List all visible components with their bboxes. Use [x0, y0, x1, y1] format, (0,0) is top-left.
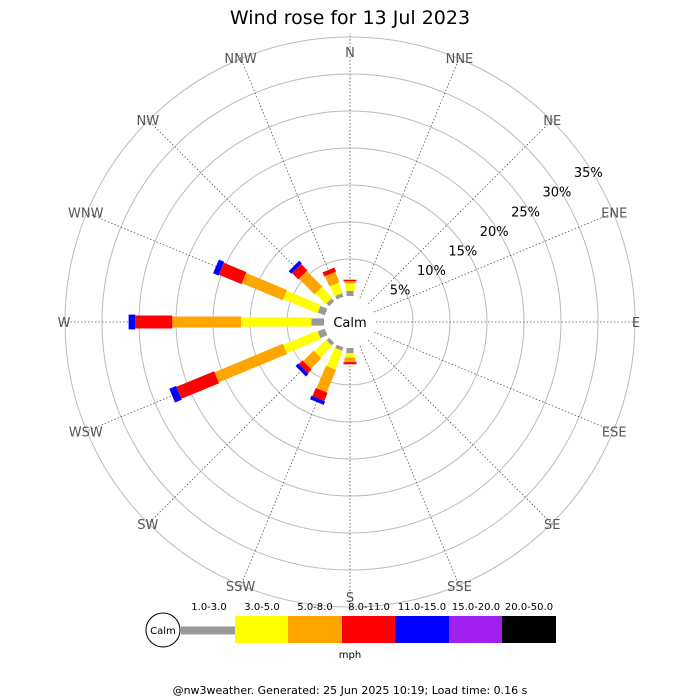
chart-title: Wind rose for 13 Jul 2023 [230, 7, 470, 29]
bar-nw-1.0-3.0 [326, 298, 335, 307]
direction-label-se: SE [544, 518, 560, 533]
calm-label: Calm [333, 316, 366, 331]
direction-label-wsw: WSW [69, 425, 103, 440]
bar-sw-8.0-11.0 [298, 360, 312, 374]
legend-label-15.0-20.0: 15.0-20.0 [452, 602, 500, 613]
bar-w-1.0-3.0 [311, 318, 324, 326]
bar-wsw-3.0-5.0 [283, 330, 321, 354]
direction-label-wnw: WNW [68, 207, 104, 222]
bar-n-3.0-5.0 [345, 283, 355, 291]
legend-label-8.0-11.0: 8.0-11.0 [348, 602, 390, 613]
legend-calm-label: Calm [150, 626, 176, 637]
bar-w-11.0-15.0 [128, 314, 136, 330]
legend-unit: mph [339, 650, 361, 661]
bar-wsw-1.0-3.0 [317, 328, 328, 339]
direction-label-ese: ESE [602, 425, 627, 440]
direction-label-e: E [632, 316, 640, 331]
bar-nnw-8.0-11.0 [322, 267, 337, 277]
ring-label-20: 20% [480, 225, 509, 240]
calm-center: Calm [326, 298, 374, 346]
direction-label-ne: NE [543, 114, 561, 129]
legend-swatch-15.0-20.0 [449, 616, 503, 643]
bar-nnw-3.0-5.0 [330, 282, 343, 297]
bar-n-5.0-8.0 [344, 281, 356, 284]
bar-s-1.0-3.0 [346, 348, 354, 354]
legend-swatch-5.0-8.0 [288, 616, 342, 643]
bar-wnw-1.0-3.0 [317, 305, 328, 316]
ring-label-25: 25% [511, 205, 540, 220]
ring-labels: 5% 10%15%20%25%30%35% [390, 166, 603, 299]
bar-ssw-11.0-15.0 [310, 395, 326, 405]
bar-w-3.0-5.0 [241, 317, 312, 327]
footer-text: @nw3weather. Generated: 25 Jun 2025 10:1… [173, 684, 528, 697]
bar-wsw-8.0-11.0 [176, 371, 220, 399]
legend-swatch-1.0-3.0 [181, 626, 235, 635]
legend-swatch-3.0-5.0 [235, 616, 289, 643]
bar-n-8.0-11.0 [343, 279, 357, 282]
bar-wnw-8.0-11.0 [218, 262, 247, 285]
direction-label-sse: SSE [447, 580, 472, 595]
direction-label-sw: SW [137, 518, 158, 533]
direction-labels: N NNE NE ENE E ESE SE SSE S SSW SW WSW W WNW NW NNW [58, 46, 641, 606]
direction-label-ene: ENE [601, 207, 627, 222]
bar-ssw-3.0-5.0 [326, 347, 343, 370]
bar-nw-11.0-15.0 [288, 260, 302, 274]
bar-wnw-3.0-5.0 [283, 290, 321, 314]
legend-label-5.0-8.0: 5.0-8.0 [297, 602, 332, 613]
direction-label-nnw: NNW [224, 52, 256, 67]
bar-nnw-5.0-8.0 [325, 271, 340, 287]
bar-ssw-5.0-8.0 [316, 365, 337, 393]
bar-nw-5.0-8.0 [298, 270, 323, 295]
direction-label-nw: NW [136, 114, 159, 129]
bar-w-8.0-11.0 [135, 315, 173, 329]
ring-label-5: 5% [390, 284, 411, 299]
bar-sw-3.0-5.0 [314, 339, 333, 358]
bar-s-3.0-5.0 [345, 353, 355, 358]
bar-ssw-8.0-11.0 [312, 388, 328, 402]
bar-w-5.0-8.0 [172, 316, 242, 328]
bar-wsw-5.0-8.0 [214, 343, 288, 383]
bar-n-1.0-3.0 [346, 290, 354, 296]
ring-label-10: 10% [417, 264, 446, 279]
bar-sw-1.0-3.0 [326, 337, 335, 346]
wind-bars [128, 259, 357, 405]
bar-sw-5.0-8.0 [303, 350, 322, 369]
legend-label-3.0-5.0: 3.0-5.0 [244, 602, 279, 613]
ring-label-30: 30% [542, 186, 571, 201]
legend-label-1.0-3.0: 1.0-3.0 [191, 602, 226, 613]
bar-ssw-1.0-3.0 [335, 344, 344, 351]
bar-s-5.0-8.0 [344, 357, 356, 363]
legend-swatch-8.0-11.0 [342, 616, 396, 643]
legend: Calm 1.0-3.0 3.0-5.0 5.0-8.0 8.0-11.0 11.0-15… [145, 602, 556, 648]
bar-wsw-11.0-15.0 [169, 386, 182, 403]
direction-label-s: S [346, 591, 354, 606]
bar-s-8.0-11.0 [343, 362, 357, 365]
direction-label-n: N [345, 46, 355, 61]
bar-nw-8.0-11.0 [292, 264, 308, 280]
legend-label-11.0-15.0: 11.0-15.0 [398, 602, 446, 613]
direction-label-ssw: SSW [226, 580, 256, 595]
bar-nnw-1.0-3.0 [335, 293, 344, 300]
direction-label-nne: NNE [446, 52, 474, 67]
legend-swatch-11.0-15.0 [395, 616, 449, 643]
direction-label-w: W [58, 316, 71, 331]
ring-label-15: 15% [448, 245, 477, 260]
bar-wnw-11.0-15.0 [213, 259, 225, 276]
legend-swatch-20.0-50.0 [502, 616, 556, 643]
bar-sw-11.0-15.0 [295, 363, 309, 377]
legend-calm-circle [145, 612, 181, 648]
ring-label-35: 35% [574, 166, 603, 181]
bar-wnw-5.0-8.0 [241, 273, 288, 301]
calm-circle [326, 298, 374, 346]
bar-nw-3.0-5.0 [315, 287, 333, 305]
legend-label-20.0-50.0: 20.0-50.0 [505, 602, 553, 613]
